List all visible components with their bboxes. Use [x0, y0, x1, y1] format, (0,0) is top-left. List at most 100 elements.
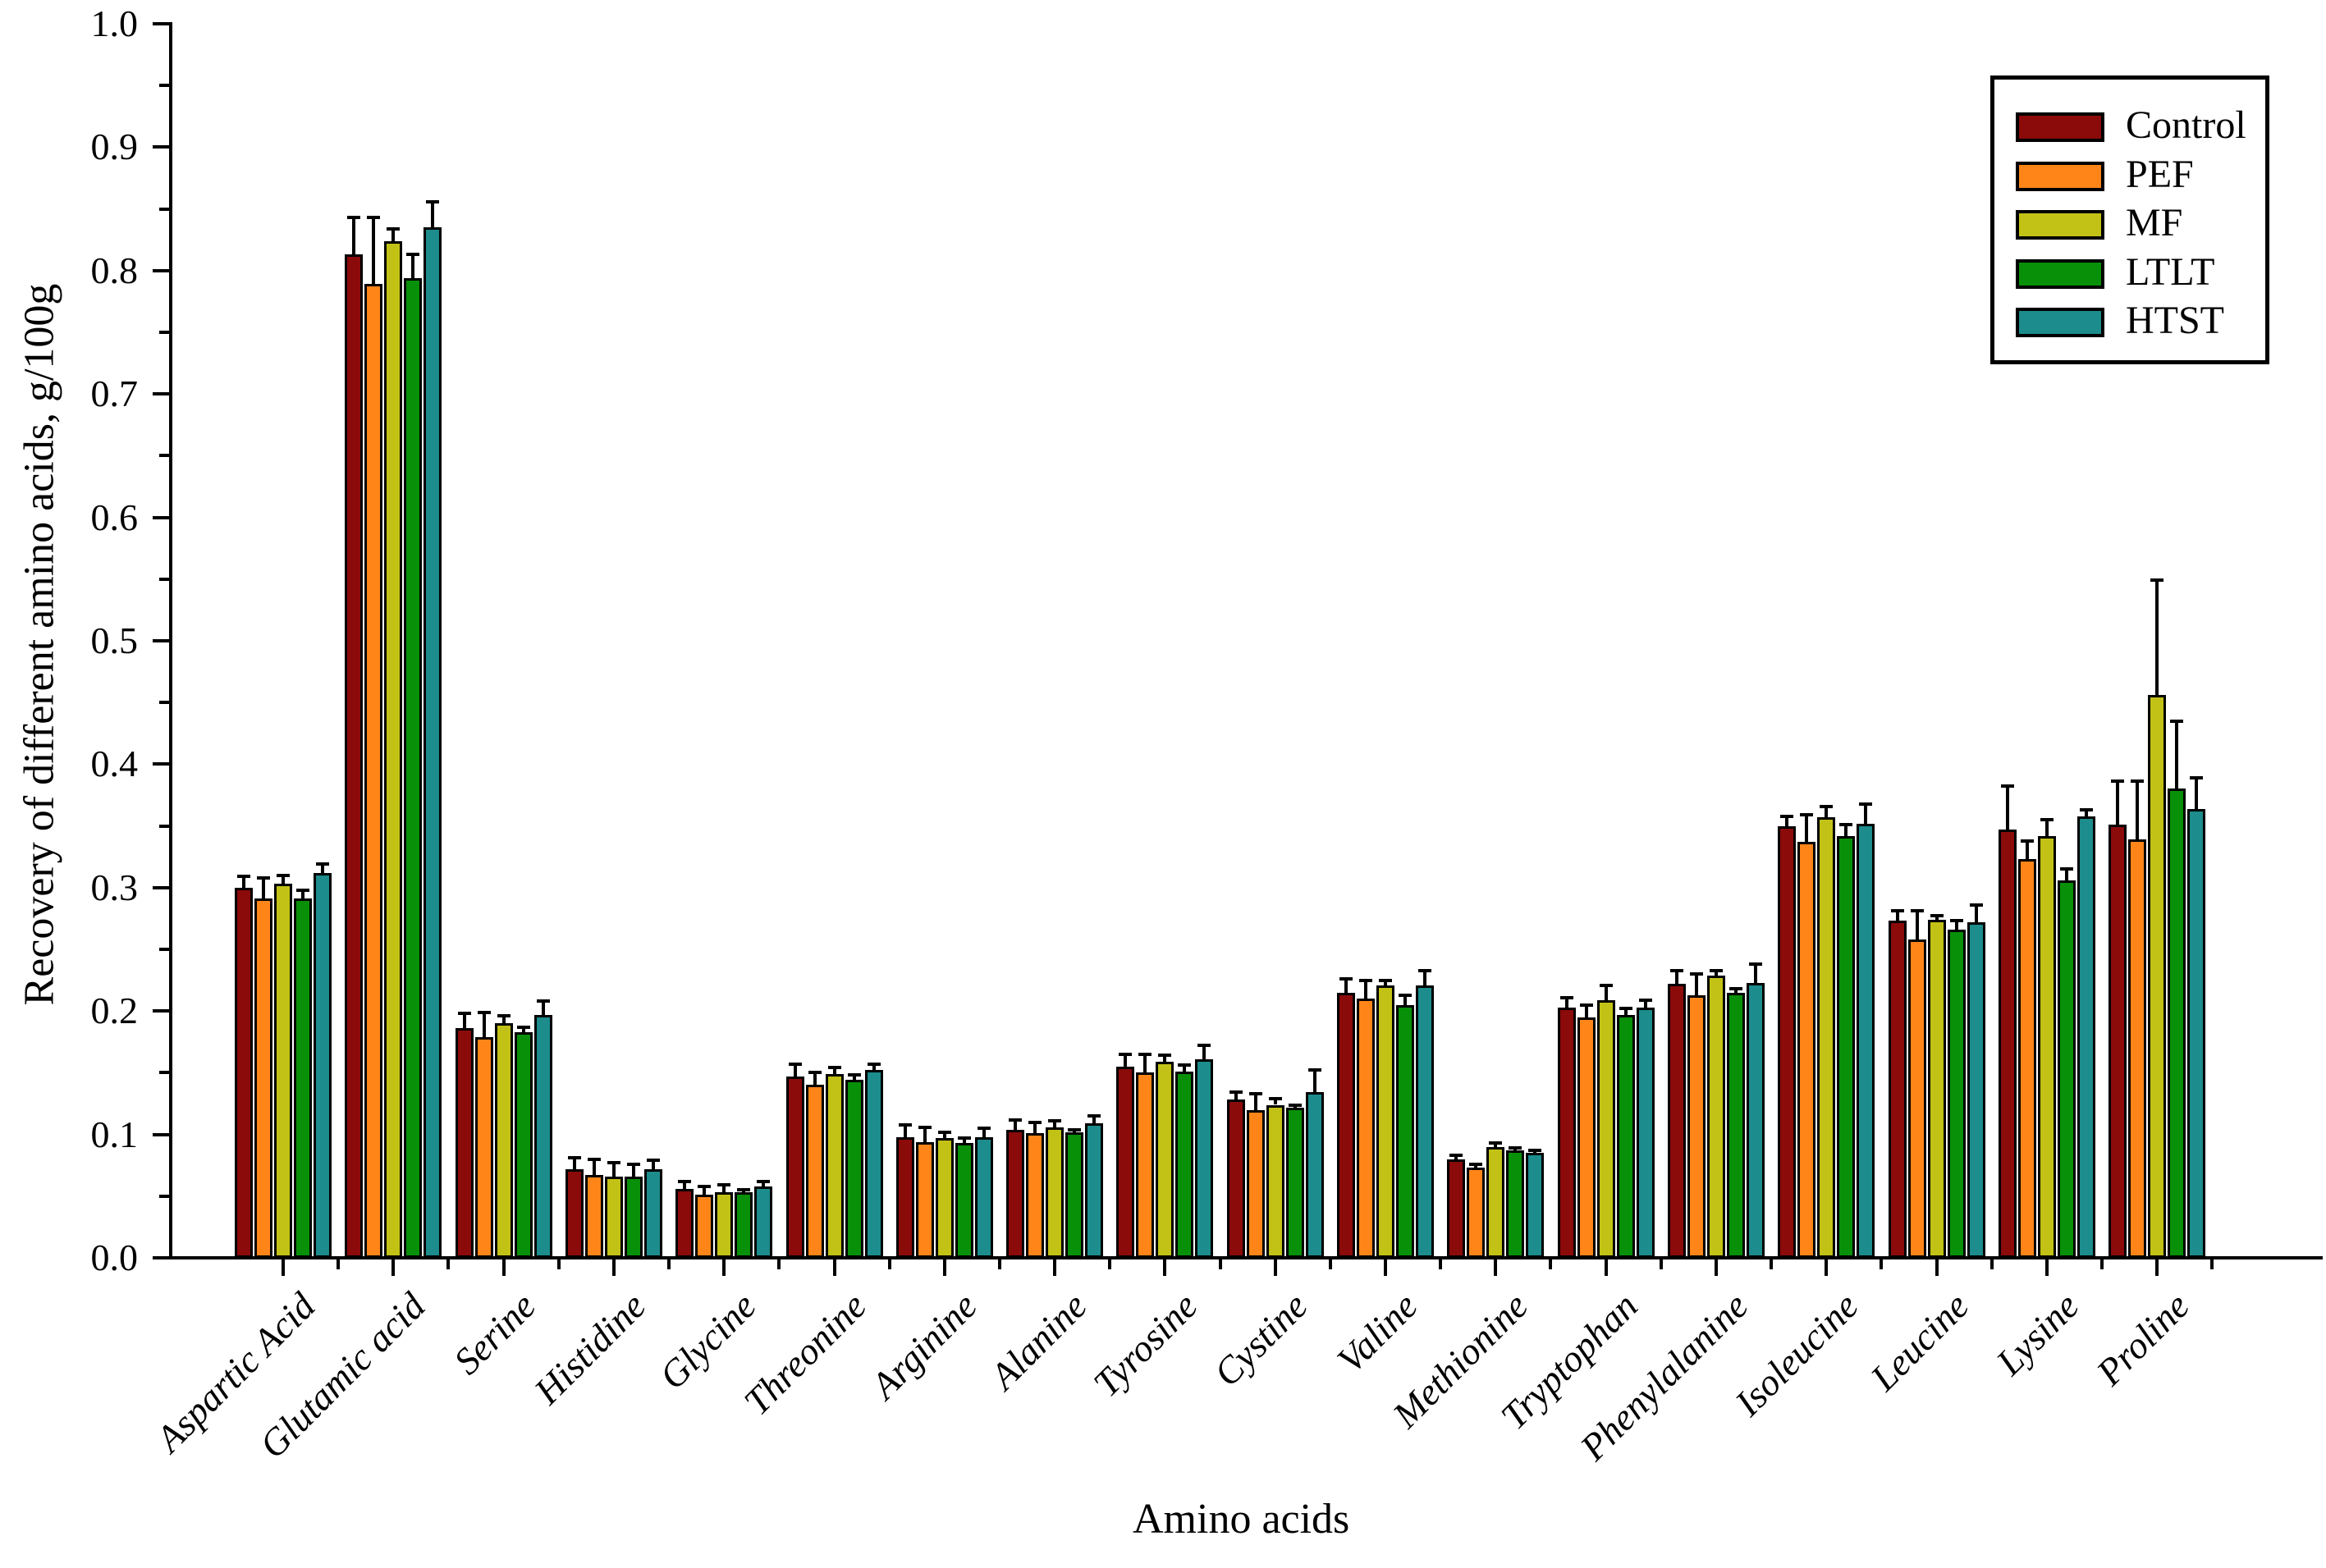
bar-pef-3 — [584, 1175, 603, 1258]
error-bar-cap — [646, 1159, 660, 1163]
error-bar-cap — [918, 1125, 932, 1129]
error-bar-cap — [497, 1014, 511, 1018]
error-bar-cap — [1619, 1007, 1632, 1011]
x-minor-tick — [1770, 1259, 1774, 1269]
x-major-tick — [942, 1259, 946, 1276]
legend-swatch-mf — [2016, 210, 2104, 240]
error-bar-cap — [587, 1157, 601, 1161]
y-minor-tick — [159, 824, 169, 828]
x-category-label: Histidine — [526, 1284, 654, 1412]
x-major-tick — [391, 1259, 396, 1276]
bar-pef-11 — [1467, 1168, 1486, 1258]
error-bar-whisker — [1384, 980, 1387, 985]
error-bar-whisker — [301, 889, 304, 899]
legend-item-mf: MF — [2016, 203, 2254, 243]
bar-mf-8 — [1156, 1061, 1174, 1258]
x-minor-tick — [1328, 1259, 1332, 1269]
bar-mf-11 — [1486, 1146, 1505, 1258]
bar-pef-9 — [1246, 1109, 1265, 1258]
x-minor-tick — [2210, 1259, 2214, 1269]
x-category-label: Arginine — [862, 1284, 985, 1407]
error-bar-whisker — [1844, 825, 1848, 836]
error-bar-cap — [717, 1183, 731, 1187]
bar-pef-1 — [364, 284, 383, 1258]
bar-htst-11 — [1526, 1153, 1545, 1258]
legend-label: HTST — [2126, 299, 2224, 342]
bar-htst-4 — [754, 1186, 773, 1258]
error-bar-whisker — [852, 1075, 856, 1081]
bar-ltlt-14 — [1837, 835, 1856, 1258]
x-major-tick — [611, 1259, 616, 1276]
bar-pef-12 — [1577, 1017, 1596, 1258]
error-bar-whisker — [352, 217, 356, 255]
error-bar-whisker — [572, 1158, 576, 1169]
y-major-tick — [153, 1256, 169, 1259]
bar-mf-7 — [1046, 1127, 1065, 1258]
error-bar-cap — [1288, 1103, 1302, 1107]
legend-label: Control — [2126, 103, 2246, 147]
x-major-tick — [1494, 1259, 1498, 1276]
error-bar-whisker — [611, 1163, 616, 1177]
bar-mf-9 — [1266, 1104, 1284, 1258]
x-major-tick — [282, 1259, 285, 1276]
x-minor-tick — [997, 1259, 1001, 1269]
x-minor-tick — [556, 1259, 561, 1269]
error-bar-whisker — [1584, 1004, 1588, 1017]
bar-htst-14 — [1857, 823, 1875, 1258]
bar-control-1 — [345, 254, 364, 1258]
x-minor-tick — [1880, 1259, 1884, 1269]
bar-htst-9 — [1305, 1092, 1324, 1258]
error-bar-whisker — [1454, 1155, 1458, 1159]
x-major-tick — [1053, 1259, 1057, 1276]
bar-htst-12 — [1636, 1007, 1655, 1258]
error-bar-whisker — [521, 1026, 525, 1032]
error-bar-cap — [1028, 1120, 1042, 1124]
x-minor-tick — [777, 1259, 781, 1269]
bar-htst-13 — [1746, 982, 1765, 1258]
legend-label: PEF — [2126, 152, 2194, 196]
bar-pef-5 — [805, 1085, 824, 1258]
error-bar-whisker — [1344, 979, 1348, 993]
error-bar-whisker — [1864, 803, 1868, 824]
y-major-tick — [153, 392, 169, 396]
bar-mf-3 — [604, 1176, 623, 1258]
error-bar-whisker — [962, 1138, 966, 1144]
bar-control-13 — [1667, 984, 1686, 1258]
error-bar-cap — [387, 226, 401, 231]
error-bar-whisker — [372, 217, 376, 285]
bar-mf-14 — [1817, 817, 1836, 1258]
error-bar-cap — [1709, 968, 1723, 972]
bar-mf-6 — [935, 1138, 954, 1258]
bar-pef-8 — [1136, 1072, 1155, 1258]
error-bar-whisker — [2005, 786, 2009, 830]
x-minor-tick — [2099, 1259, 2104, 1269]
legend-swatch-htst — [2016, 308, 2104, 337]
bar-control-2 — [455, 1028, 474, 1258]
error-bar-cap — [808, 1071, 822, 1075]
error-bar-cap — [1359, 978, 1372, 982]
error-bar-whisker — [2064, 869, 2068, 880]
error-bar-cap — [316, 862, 329, 866]
bar-ltlt-5 — [845, 1080, 863, 1258]
bar-mf-5 — [825, 1073, 844, 1258]
error-bar-whisker — [872, 1063, 876, 1071]
bar-ltlt-13 — [1726, 992, 1745, 1258]
x-minor-tick — [446, 1259, 451, 1269]
legend-item-pef: PEF — [2016, 154, 2254, 194]
bar-ltlt-6 — [955, 1143, 973, 1258]
x-minor-tick — [887, 1259, 891, 1269]
error-bar-cap — [1890, 909, 1904, 913]
error-bar-whisker — [411, 254, 415, 278]
error-bar-cap — [1178, 1063, 1192, 1067]
error-bar-cap — [1669, 968, 1683, 972]
error-bar-whisker — [1494, 1143, 1498, 1147]
error-bar-whisker — [1564, 997, 1568, 1008]
legend-item-ltlt: LTLT — [2016, 252, 2254, 291]
bar-ltlt-4 — [735, 1192, 753, 1258]
bar-control-0 — [235, 887, 253, 1258]
error-bar-cap — [237, 875, 250, 879]
error-bar-whisker — [1202, 1045, 1206, 1059]
error-bar-cap — [626, 1162, 640, 1166]
bar-control-17 — [2109, 825, 2127, 1258]
